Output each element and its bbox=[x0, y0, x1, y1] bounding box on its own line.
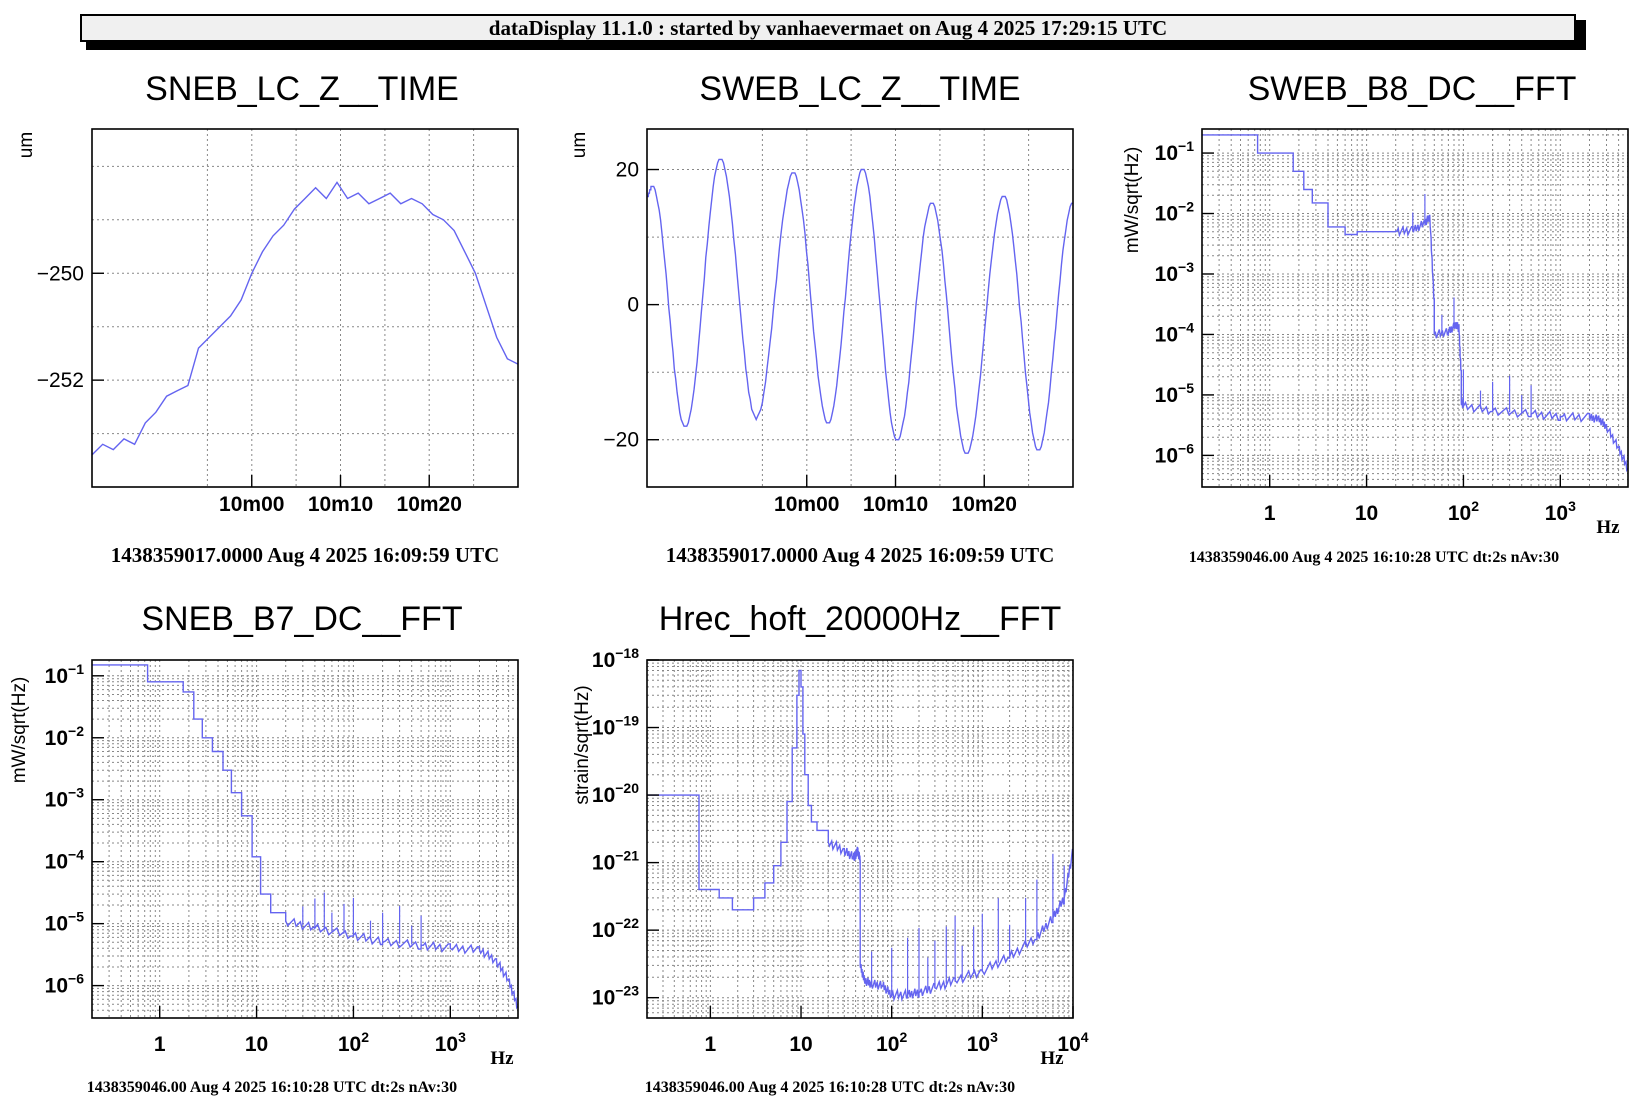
y-tick-label: 10−4 bbox=[45, 847, 85, 874]
y-tick-label: −252 bbox=[37, 369, 84, 392]
x-tick-label: 10 bbox=[1355, 502, 1378, 525]
data-trace bbox=[647, 158, 1073, 454]
chart-title: Hrec_hoft_20000Hz__FFT bbox=[659, 600, 1062, 638]
banner-title: dataDisplay 11.1.0 : started by vanhaeve… bbox=[80, 14, 1576, 42]
plot-frame bbox=[646, 659, 1074, 1019]
plot-frame bbox=[91, 659, 519, 1019]
x-tick-label: 102 bbox=[876, 1029, 907, 1056]
y-axis-label: um bbox=[16, 132, 37, 158]
y-tick-label: 10−23 bbox=[592, 983, 639, 1010]
x-tick-label: 104 bbox=[1057, 1029, 1088, 1056]
x-tick-label: 10m00 bbox=[219, 493, 284, 516]
chart-panel-3: 1 10 102 103 10−1 10−2 10−3 10−4 10−5 10−6 SWEB_B8… bbox=[1122, 70, 1629, 566]
y-tick-label: 10−1 bbox=[1155, 138, 1195, 165]
y-tick-label: 10−6 bbox=[1155, 440, 1195, 467]
y-tick-label: 10−5 bbox=[1155, 380, 1195, 407]
x-tick-label: 10m10 bbox=[308, 493, 373, 516]
y-tick-label: 10−5 bbox=[45, 909, 85, 936]
x-tick-label: 102 bbox=[1448, 498, 1479, 525]
data-trace bbox=[92, 181, 518, 456]
x-tick-label: 1 bbox=[705, 1033, 717, 1056]
y-tick-label: 10−4 bbox=[1155, 319, 1195, 346]
y-tick-label: 0 bbox=[627, 294, 639, 317]
chart-footer: 1438359046.00 Aug 4 2025 16:10:28 UTC dt… bbox=[645, 1079, 1015, 1096]
y-tick-label: 10−19 bbox=[592, 713, 639, 740]
x-tick-label: 10m20 bbox=[952, 493, 1017, 516]
chart-footer: 1438359017.0000 Aug 4 2025 16:09:59 UTC bbox=[666, 543, 1055, 567]
chart-panel-5: 1 10 102 103 104 10−18 10−19 10−20 10−21 10−22 10−… bbox=[572, 600, 1089, 1096]
x-tick-label: 1 bbox=[154, 1033, 166, 1056]
x-tick-label: 10m20 bbox=[397, 493, 462, 516]
x-axis-label: Hz bbox=[490, 1048, 514, 1069]
y-axis-label: mW/sqrt(Hz) bbox=[9, 677, 30, 784]
chart-title: SNEB_LC_Z__TIME bbox=[145, 70, 459, 108]
chart-footer: 1438359046.00 Aug 4 2025 16:10:28 UTC dt… bbox=[1189, 549, 1559, 566]
chart-panel-1: 10m00 10m10 10m20 −250 −252 SNEB_LC_Z__TIMEum… bbox=[16, 70, 519, 567]
x-tick-label: 10m10 bbox=[863, 493, 928, 516]
data-trace bbox=[92, 664, 518, 1010]
y-tick-label: 10−22 bbox=[592, 915, 639, 942]
chart-footer: 1438359046.00 Aug 4 2025 16:10:28 UTC dt… bbox=[87, 1079, 457, 1096]
y-tick-label: 20 bbox=[616, 159, 639, 182]
x-tick-label: 103 bbox=[967, 1029, 998, 1056]
y-tick-label: 10−18 bbox=[592, 645, 639, 672]
y-axis-label: mW/sqrt(Hz) bbox=[1122, 147, 1143, 254]
y-tick-label: 10−2 bbox=[45, 723, 85, 750]
y-tick-label: 10−3 bbox=[1155, 259, 1195, 286]
x-axis-label: Hz bbox=[1596, 517, 1620, 538]
chart-panel-4: 1 10 102 103 10−1 10−2 10−3 10−4 10−5 10−6 SNEB_B7… bbox=[9, 600, 519, 1096]
x-tick-label: 10m00 bbox=[774, 493, 839, 516]
x-tick-label: 10 bbox=[245, 1033, 268, 1056]
y-tick-label: 10−3 bbox=[45, 785, 85, 812]
data-trace bbox=[1202, 134, 1628, 473]
x-tick-label: 1 bbox=[1264, 502, 1276, 525]
x-tick-label: 102 bbox=[338, 1029, 369, 1056]
y-axis-label: strain/sqrt(Hz) bbox=[572, 685, 593, 804]
y-tick-label: −250 bbox=[37, 262, 84, 285]
y-tick-label: −20 bbox=[603, 429, 639, 452]
y-tick-label: 10−2 bbox=[1155, 199, 1195, 226]
y-tick-label: 10−20 bbox=[592, 780, 639, 807]
y-tick-label: 10−21 bbox=[592, 848, 639, 875]
chart-title: SWEB_LC_Z__TIME bbox=[699, 70, 1020, 108]
data-trace bbox=[647, 669, 1073, 1003]
chart-footer: 1438359017.0000 Aug 4 2025 16:09:59 UTC bbox=[111, 543, 500, 567]
y-axis-label: um bbox=[569, 132, 590, 158]
x-tick-label: 103 bbox=[435, 1029, 466, 1056]
plot-frame bbox=[1201, 128, 1629, 488]
x-axis-label: Hz bbox=[1040, 1048, 1064, 1069]
plot-frame bbox=[91, 128, 519, 488]
plot-frame bbox=[646, 128, 1074, 488]
y-tick-label: 10−6 bbox=[45, 971, 85, 998]
x-tick-label: 10 bbox=[789, 1033, 812, 1056]
chart-title: SNEB_B7_DC__FFT bbox=[141, 600, 462, 638]
chart-title: SWEB_B8_DC__FFT bbox=[1248, 70, 1577, 108]
y-tick-label: 10−1 bbox=[45, 661, 85, 688]
x-tick-label: 103 bbox=[1545, 498, 1576, 525]
